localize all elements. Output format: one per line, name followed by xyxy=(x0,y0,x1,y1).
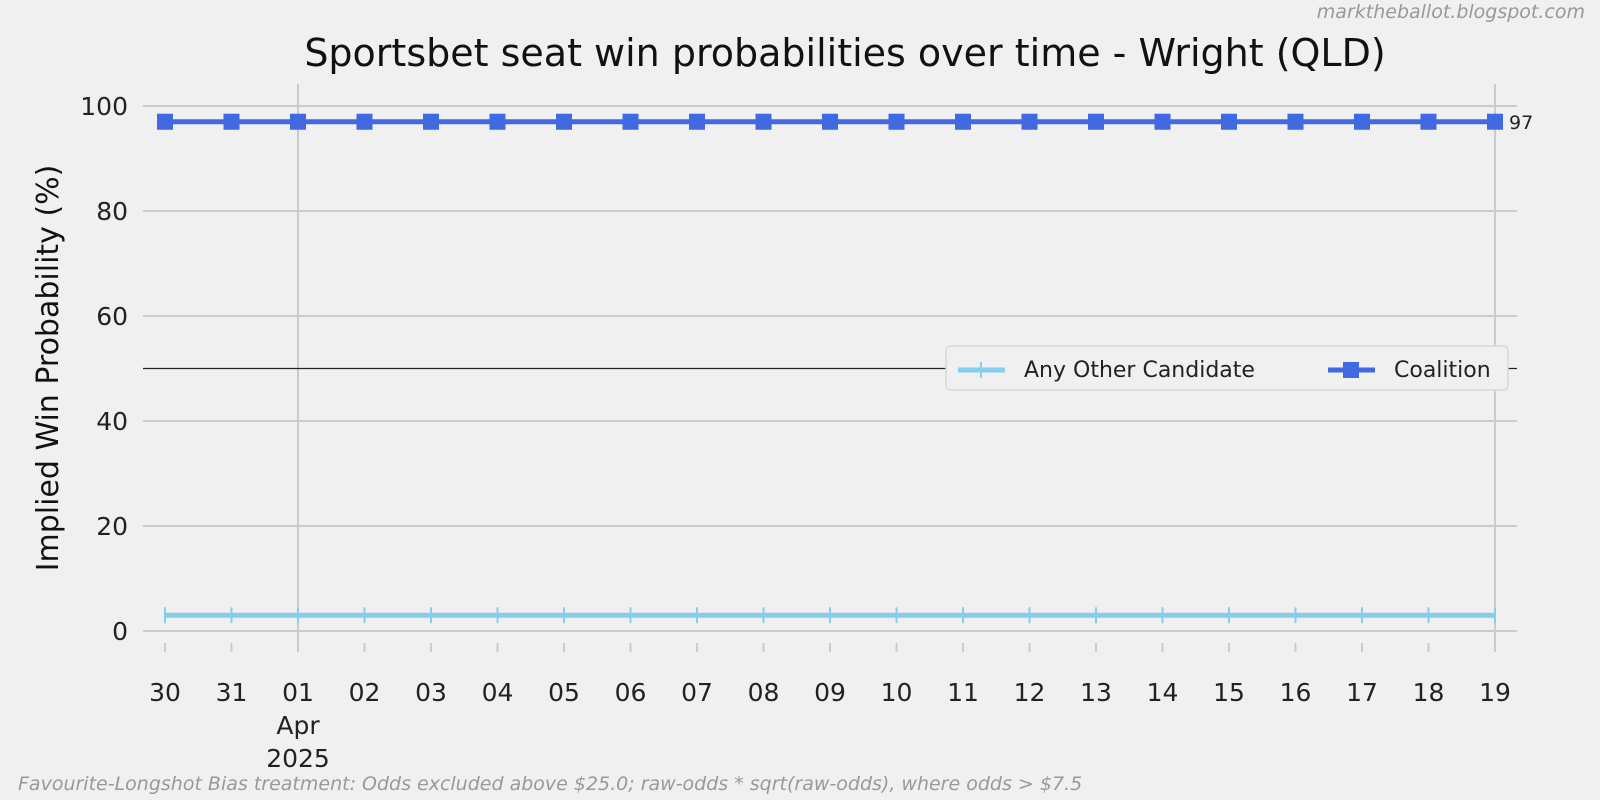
legend-label-any-other-candidate: Any Other Candidate xyxy=(1024,358,1255,383)
x-tick-label: 02 xyxy=(349,678,381,707)
x-tick-label: 15 xyxy=(1213,678,1245,707)
x-tick-label: 16 xyxy=(1280,678,1312,707)
data-point xyxy=(223,113,240,130)
x-tick-label: 05 xyxy=(548,678,580,707)
data-point xyxy=(622,113,639,130)
x-tick-label: 18 xyxy=(1413,678,1445,707)
legend-label-coalition: Coalition xyxy=(1394,358,1491,383)
y-axis-ticks: 0 20 40 60 80 100 xyxy=(80,92,128,646)
footnote-text: Favourite-Longshot Bias treatment: Odds … xyxy=(18,773,1082,795)
x-tick-label: 17 xyxy=(1346,678,1378,707)
x-tick-label: 14 xyxy=(1147,678,1179,707)
series-coalition: 97 xyxy=(157,112,1533,134)
data-point xyxy=(1420,113,1437,130)
x-tick-label: 04 xyxy=(482,678,514,707)
y-tick-label: 80 xyxy=(96,197,128,226)
x-tick-secondary-label: 2025 xyxy=(266,744,330,773)
y-axis-title: Implied Win Probability (%) xyxy=(31,165,66,572)
data-point xyxy=(1354,113,1370,130)
series-layer: 97 xyxy=(157,112,1533,624)
legend-box xyxy=(945,345,1509,391)
x-tick-label: 01 xyxy=(282,678,314,707)
legend: Any Other Candidate Coalition xyxy=(945,345,1509,391)
y-tick-label: 100 xyxy=(80,92,128,121)
data-point xyxy=(955,113,971,130)
x-tick-label: 09 xyxy=(814,678,846,707)
data-point xyxy=(755,113,772,130)
x-tick-label: 31 xyxy=(216,678,248,707)
data-point xyxy=(489,113,506,130)
data-point xyxy=(157,113,173,130)
credit-text: marktheballot.blogspot.com xyxy=(1317,1,1585,23)
x-tick-secondary-label: Apr xyxy=(276,711,320,740)
data-point xyxy=(689,113,705,130)
x-tick-label: 19 xyxy=(1479,678,1511,707)
grid xyxy=(143,84,1517,645)
data-point xyxy=(1021,113,1038,130)
y-tick-label: 60 xyxy=(96,302,128,331)
chart-title: Sportsbet seat win probabilities over ti… xyxy=(304,31,1385,75)
data-point xyxy=(822,113,838,130)
end-value-label: 97 xyxy=(1509,112,1533,134)
data-point xyxy=(290,113,306,130)
data-point xyxy=(1088,113,1104,130)
x-tick-label: 06 xyxy=(615,678,647,707)
data-point xyxy=(556,113,572,130)
legend-marker-coalition xyxy=(1343,362,1359,378)
x-tick-label: 12 xyxy=(1014,678,1046,707)
data-point xyxy=(1221,113,1237,130)
x-axis-ticks: 30 31 01 02 03 04 05 06 07 08 09 10 11 12 13 14 15 16 17 18… xyxy=(149,643,1511,773)
data-point xyxy=(423,113,439,130)
series-any-other-candidate xyxy=(164,607,1496,624)
data-point xyxy=(1154,113,1171,130)
x-tick-label: 11 xyxy=(947,678,979,707)
data-point xyxy=(1487,113,1503,130)
x-tick-label: 10 xyxy=(881,678,913,707)
y-tick-label: 0 xyxy=(112,617,128,646)
y-tick-label: 40 xyxy=(96,407,128,436)
x-tick-label: 13 xyxy=(1080,678,1112,707)
x-tick-label: 03 xyxy=(415,678,447,707)
x-tick-label: 08 xyxy=(748,678,780,707)
data-point xyxy=(356,113,373,130)
data-point xyxy=(1287,113,1304,130)
y-tick-label: 20 xyxy=(96,512,128,541)
data-point xyxy=(888,113,905,130)
x-tick-label: 07 xyxy=(681,678,713,707)
x-tick-label: 30 xyxy=(149,678,181,707)
